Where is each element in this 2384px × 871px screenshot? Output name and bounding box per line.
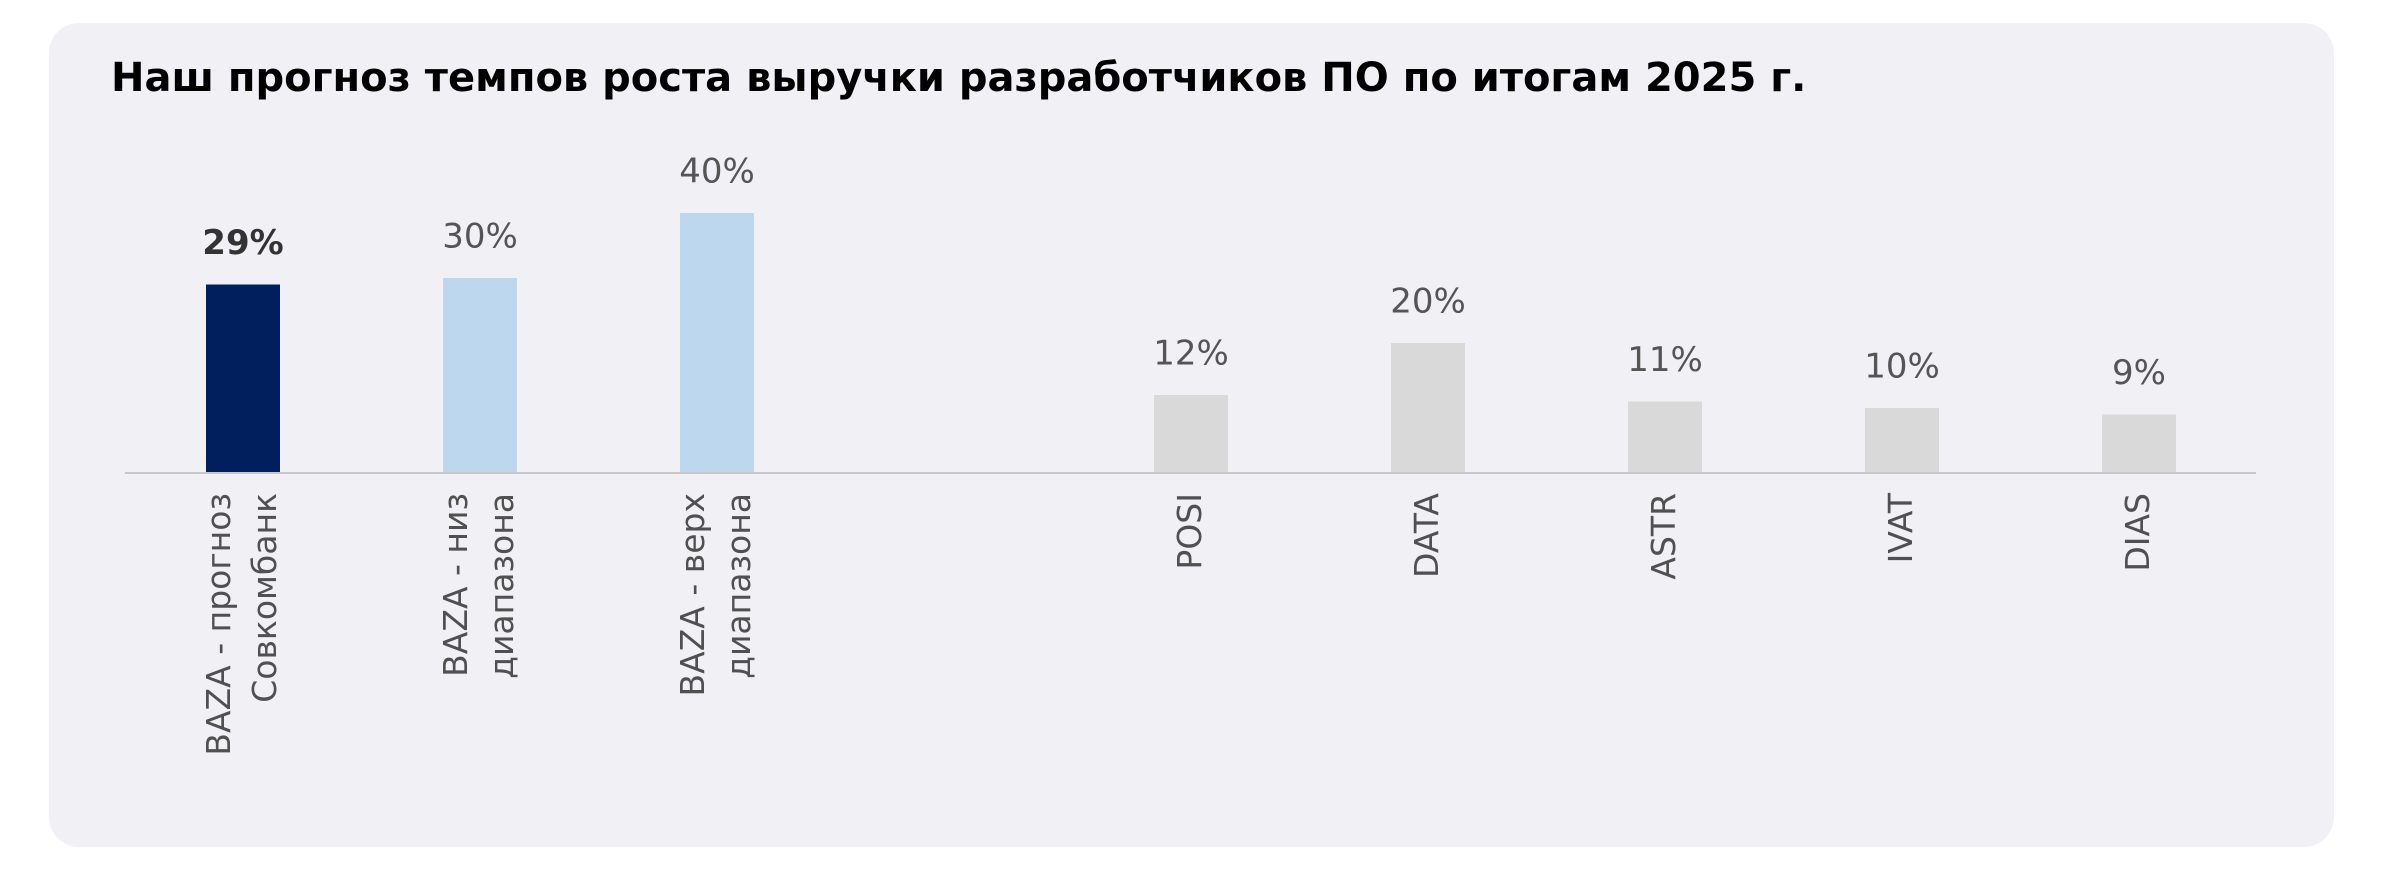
bar <box>680 213 754 473</box>
bar <box>443 278 517 473</box>
x-tick-label: POSI <box>1170 493 1209 570</box>
x-tick-label-line: Совкомбанк <box>245 493 284 703</box>
bar <box>206 284 280 473</box>
x-tick-label: IVAT <box>1881 492 1920 563</box>
x-tick-label-line: DATA <box>1407 493 1446 578</box>
x-tick-label-line: IVAT <box>1881 492 1920 563</box>
x-tick-label: BAZA - низ диапазона <box>436 493 521 679</box>
x-tick-label-line: BAZA - прогноз <box>199 493 238 756</box>
bar <box>1154 395 1228 473</box>
x-tick-label-line: DIAS <box>2118 493 2157 572</box>
value-label: 30% <box>442 217 518 257</box>
x-tick-label-line: ASTR <box>1644 493 1683 580</box>
value-label: 20% <box>1390 282 1466 322</box>
value-label: 9% <box>2112 353 2166 393</box>
x-tick-label-line: диапазона <box>719 493 758 679</box>
x-tick-label: BAZA - верх диапазона <box>673 493 758 697</box>
bar <box>1865 408 1939 473</box>
value-label: 29% <box>202 223 283 263</box>
x-tick-label-line: POSI <box>1170 493 1209 570</box>
bar <box>1391 343 1465 473</box>
x-tick-label: ASTR <box>1644 493 1683 580</box>
x-tick-label: BAZA - прогноз Совкомбанк <box>199 493 284 756</box>
value-label: 11% <box>1627 340 1703 380</box>
x-tick-label: DATA <box>1407 493 1446 578</box>
chart-title: Наш прогноз темпов роста выручки разрабо… <box>111 55 1806 101</box>
bar <box>1628 401 1702 473</box>
x-tick-label-line: BAZA - низ <box>436 493 475 677</box>
value-label: 40% <box>679 152 755 192</box>
x-tick-label-line: BAZA - верх <box>673 493 712 697</box>
bar <box>2102 414 2176 473</box>
value-label: 12% <box>1153 334 1229 374</box>
x-tick-label-line: диапазона <box>482 493 521 679</box>
value-label: 10% <box>1864 347 1940 387</box>
x-tick-label: DIAS <box>2118 493 2157 572</box>
